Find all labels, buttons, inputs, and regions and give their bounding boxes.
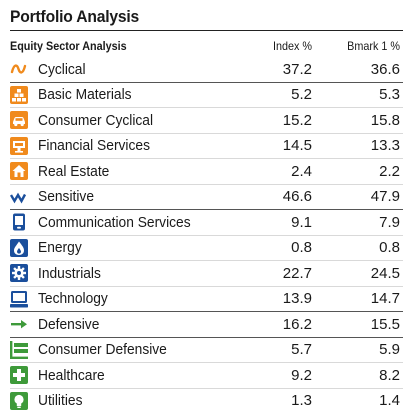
sector-name: Energy — [38, 239, 82, 257]
sector-name: Cyclical — [38, 60, 86, 78]
phone-icon — [10, 213, 28, 231]
index-column-header: Index % — [272, 39, 312, 53]
index-value: 16.2 — [282, 315, 312, 333]
index-value: 9.2 — [291, 366, 312, 384]
table-header: Equity Sector Analysis Index % Bmark 1 % — [10, 35, 403, 57]
table-row-consumer-cyclical: Consumer Cyclical 15.2 15.8 — [10, 108, 403, 134]
index-value: 9.1 — [291, 213, 312, 231]
bmark-value: 15.5 — [370, 315, 400, 333]
table-row-technology: Technology 13.9 14.7 — [10, 287, 403, 312]
table-row-sensitive: Sensitive 46.6 47.9 — [10, 185, 403, 210]
table-row-utilities: Utilities 1.3 1.4 — [10, 389, 403, 414]
index-value: 37.2 — [282, 60, 312, 78]
financial-services-icon — [10, 136, 28, 155]
bmark-value: 15.8 — [370, 111, 400, 129]
bmark-value: 14.7 — [370, 290, 400, 308]
bmark-value: 5.9 — [379, 341, 400, 359]
bmark-value: 47.9 — [370, 188, 400, 206]
sector-name: Sensitive — [38, 188, 95, 206]
table-row-defensive: Defensive 16.2 15.5 — [10, 312, 403, 338]
sensitive-zigzag-icon — [10, 188, 28, 206]
bmark-value: 7.9 — [379, 213, 400, 231]
cyclical-wave-icon — [10, 60, 28, 78]
table-row-energy: Energy 0.8 0.8 — [10, 236, 403, 261]
table-row-industrials: Industrials 22.7 24.5 — [10, 261, 403, 287]
table-row-consumer-defensive: Consumer Defensive 5.7 5.9 — [10, 338, 403, 363]
computer-icon — [10, 290, 28, 308]
sector-name: Real Estate — [38, 162, 110, 180]
table-row-financial-services: Financial Services 14.5 13.3 — [10, 134, 403, 159]
bmark-value: 36.6 — [370, 60, 400, 78]
index-value: 15.2 — [282, 111, 312, 129]
arrow-right-icon — [10, 315, 28, 333]
sector-table: Cyclical 37.2 36.6 Basic Materials 5.2 5… — [10, 57, 403, 413]
page-title: Portfolio Analysis — [10, 7, 140, 26]
table-row-healthcare: Healthcare 9.2 8.2 — [10, 363, 403, 389]
index-value: 5.2 — [291, 86, 312, 104]
bmark-value: 13.3 — [370, 137, 400, 155]
flame-icon — [10, 238, 28, 257]
index-value: 2.4 — [291, 162, 312, 180]
index-value: 14.5 — [282, 137, 312, 155]
sector-name: Consumer Cyclical — [38, 111, 154, 129]
bmark-value: 0.8 — [379, 239, 400, 257]
sector-name: Industrials — [38, 264, 101, 282]
lightbulb-icon — [10, 391, 28, 410]
basic-materials-icon — [10, 85, 28, 104]
house-icon — [10, 162, 28, 181]
bmark-column-header: Bmark 1 % — [347, 39, 400, 53]
bmark-value: 2.2 — [379, 162, 400, 180]
bmark-value: 8.2 — [379, 366, 400, 384]
bmark-value: 1.4 — [379, 392, 400, 410]
index-value: 1.3 — [291, 392, 312, 410]
bmark-value: 24.5 — [370, 264, 400, 282]
gear-icon — [10, 264, 28, 283]
portfolio-analysis-panel: Portfolio Analysis Equity Sector Analysi… — [10, 4, 403, 413]
shopping-cart-icon — [10, 340, 28, 359]
car-icon — [10, 111, 28, 130]
index-value: 46.6 — [282, 188, 312, 206]
bmark-value: 5.3 — [379, 86, 400, 104]
sector-name: Healthcare — [38, 366, 105, 384]
sector-name: Defensive — [38, 315, 100, 333]
sector-name: Basic Materials — [38, 86, 132, 104]
table-row-real-estate: Real Estate 2.4 2.2 — [10, 159, 403, 185]
sector-name: Consumer Defensive — [38, 341, 167, 359]
section-label: Equity Sector Analysis — [10, 39, 127, 53]
medical-cross-icon — [10, 366, 28, 385]
sector-name: Utilities — [38, 392, 83, 410]
title-divider — [10, 30, 403, 31]
index-value: 13.9 — [282, 290, 312, 308]
table-row-cyclical: Cyclical 37.2 36.6 — [10, 57, 403, 83]
table-row-basic-materials: Basic Materials 5.2 5.3 — [10, 83, 403, 108]
table-row-communication-services: Communication Services 9.1 7.9 — [10, 210, 403, 236]
sector-name: Financial Services — [38, 137, 150, 155]
sector-name: Communication Services — [38, 213, 191, 231]
sector-name: Technology — [38, 290, 108, 308]
index-value: 5.7 — [291, 341, 312, 359]
index-value: 22.7 — [282, 264, 312, 282]
index-value: 0.8 — [291, 239, 312, 257]
